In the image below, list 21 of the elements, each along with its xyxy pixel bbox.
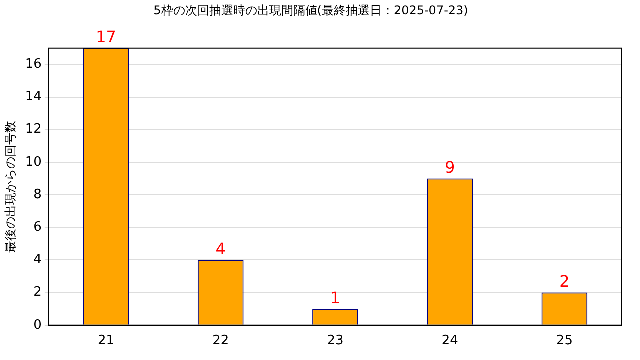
y-axis-title: 最後の出現からの回号数 — [3, 120, 18, 253]
y-tick-label: 14 — [25, 90, 42, 105]
data-label: 2 — [560, 272, 570, 291]
y-tick-label: 0 — [34, 318, 42, 333]
x-tick-label: 21 — [98, 334, 115, 349]
x-tick-label: 23 — [327, 334, 344, 349]
data-label: 17 — [96, 28, 116, 47]
y-tick-label: 2 — [34, 285, 42, 300]
y-tick-label: 12 — [25, 122, 42, 138]
x-tick-label: 22 — [212, 334, 230, 349]
data-label: 4 — [216, 239, 226, 258]
x-tick-label: 24 — [442, 334, 458, 349]
y-tick-label: 4 — [34, 252, 42, 268]
data-label: 9 — [444, 158, 456, 177]
y-tick-label: 10 — [25, 154, 42, 170]
chart-title: 5枠の次回抽選時の出現間隔値(最終抽選日：2025-07-23) — [154, 3, 468, 18]
y-tick-label: 16 — [25, 57, 42, 72]
y-tick-label: 6 — [34, 220, 42, 236]
x-tick-label: 25 — [556, 334, 573, 349]
y-tick-label: 8 — [34, 187, 42, 202]
data-label: 1 — [330, 288, 341, 308]
